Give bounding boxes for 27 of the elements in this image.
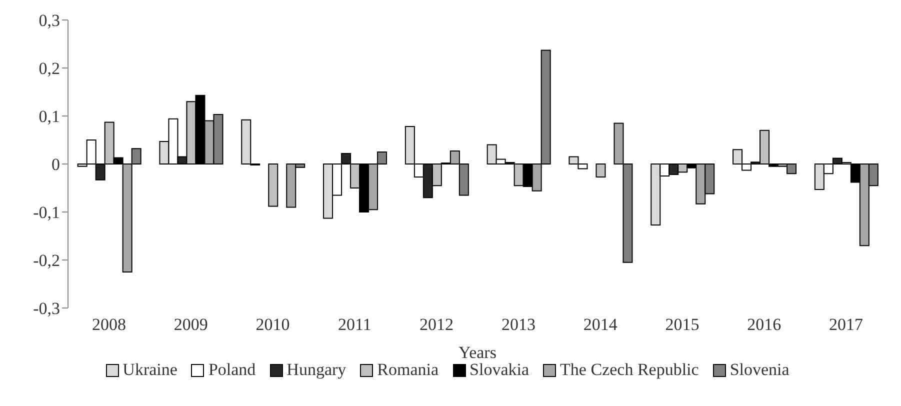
- y-tick-label: -0,1: [33, 203, 60, 222]
- x-tick-label: 2008: [92, 315, 126, 334]
- y-tick-label: 0,3: [38, 11, 60, 30]
- x-tick-label: 2011: [338, 315, 372, 334]
- legend-label: Poland: [208, 360, 256, 380]
- x-axis-title: Years: [458, 343, 496, 362]
- x-tick-label: 2014: [583, 315, 618, 334]
- y-tick-label: -0,2: [33, 251, 60, 270]
- x-tick-label: 2012: [420, 315, 454, 334]
- x-tick-label: 2009: [174, 315, 208, 334]
- x-tick-label: 2016: [747, 315, 782, 334]
- legend-label: The Czech Republic: [560, 360, 699, 380]
- bar: [596, 164, 606, 178]
- x-tick-label: 2017: [829, 315, 864, 334]
- y-tick-label: 0: [52, 155, 60, 174]
- x-tick-label: 2013: [501, 315, 536, 334]
- x-tick-label: 2010: [256, 315, 290, 334]
- legend-label: Romania: [377, 360, 439, 380]
- legend-label: Hungary: [286, 360, 346, 380]
- legend-label: Slovakia: [470, 360, 530, 380]
- y-tick-label: -0,3: [33, 299, 60, 318]
- legend-label: Ukraine: [122, 360, 178, 380]
- y-tick-label: 0,1: [38, 107, 60, 126]
- bar: [268, 164, 278, 207]
- y-tick-label: 0,2: [38, 59, 60, 78]
- legend-label: Slovenia: [730, 360, 790, 380]
- x-tick-label: 2015: [665, 315, 700, 334]
